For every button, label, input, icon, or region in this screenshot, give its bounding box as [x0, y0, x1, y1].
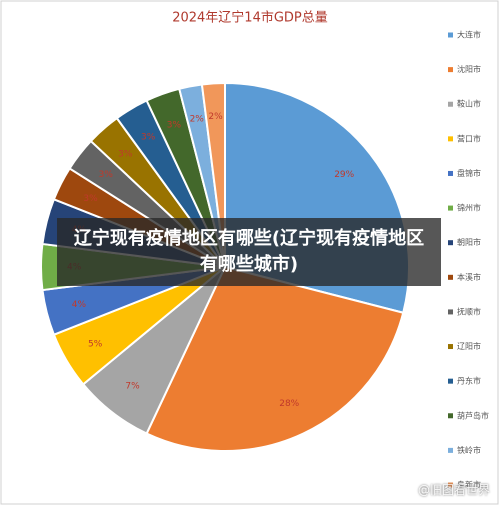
- data-label: 29%: [334, 170, 354, 180]
- legend-marker: [448, 447, 453, 453]
- legend-label: 辽阳市: [457, 341, 481, 351]
- data-label: 3%: [167, 121, 182, 131]
- legend-marker: [448, 32, 453, 38]
- data-label: 3%: [118, 149, 133, 159]
- legend-label: 锦州市: [457, 203, 481, 213]
- legend-marker: [448, 240, 453, 246]
- legend-label: 丹东市: [457, 376, 481, 386]
- data-label: 2%: [208, 112, 223, 122]
- data-label: 3%: [99, 170, 114, 180]
- legend-marker: [448, 170, 453, 176]
- data-label: 5%: [88, 339, 103, 349]
- legend-label: 沈阳市: [457, 64, 481, 74]
- legend-marker: [448, 482, 453, 488]
- legend-marker: [448, 344, 453, 350]
- data-label: 3%: [141, 133, 156, 143]
- legend-label: 营口市: [457, 133, 481, 143]
- legend-label: 盘锦市: [457, 168, 481, 178]
- legend-label: 本溪市: [457, 272, 481, 282]
- legend-label: 鞍山市: [457, 99, 481, 109]
- legend-marker: [448, 101, 453, 107]
- legend-label: 大连市: [457, 30, 481, 40]
- pie-slice: [145, 265, 405, 452]
- legend-label: 铁岭市: [457, 445, 481, 455]
- data-label: 7%: [125, 382, 140, 392]
- legend-marker: [448, 309, 453, 315]
- legend-marker: [448, 378, 453, 384]
- legend-marker: [448, 67, 453, 73]
- legend-marker: [448, 413, 453, 419]
- legend-marker: [448, 274, 453, 280]
- data-label: 4%: [72, 300, 87, 310]
- legend-label: 葫芦岛市: [457, 410, 489, 420]
- watermark: @旧图看世界: [417, 483, 490, 497]
- data-label: 28%: [279, 399, 299, 409]
- banner: 辽宁现有疫情地区有哪些(辽宁现有疫情地区有哪些城市): [57, 218, 441, 286]
- legend-label: 阜新市: [457, 480, 481, 490]
- data-label: 3%: [83, 194, 98, 204]
- data-label: 2%: [190, 114, 205, 124]
- legend-label: 抚顺市: [457, 306, 481, 316]
- legend-marker: [448, 136, 453, 142]
- legend-label: 朝阳市: [457, 237, 481, 247]
- chart-title: 2024年辽宁14市GDP总量: [172, 10, 328, 26]
- legend-marker: [448, 205, 453, 211]
